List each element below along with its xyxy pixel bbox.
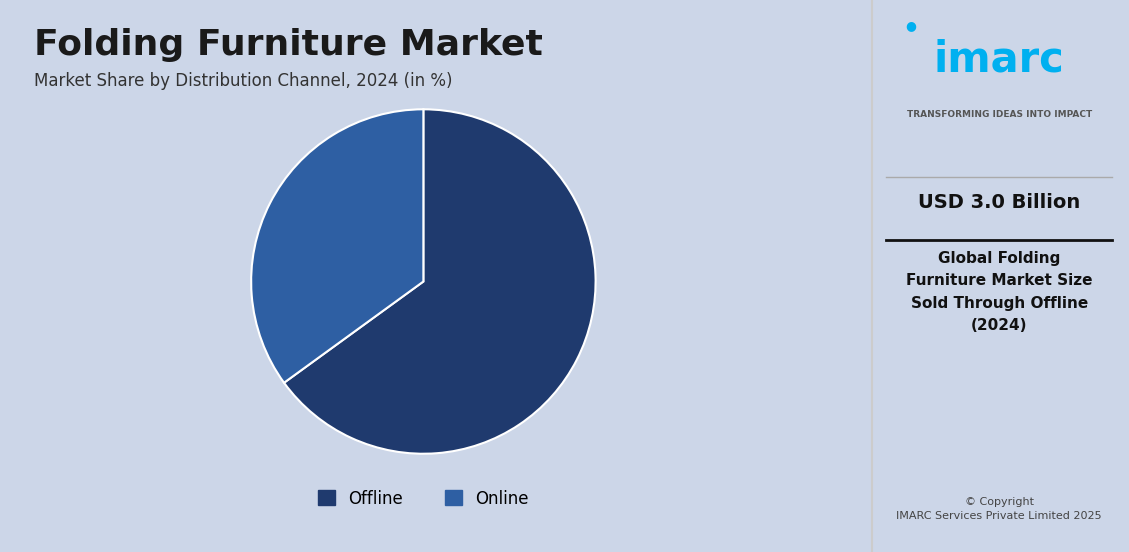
Text: imarc: imarc bbox=[934, 39, 1065, 81]
Wedge shape bbox=[285, 109, 596, 454]
Text: © Copyright
IMARC Services Private Limited 2025: © Copyright IMARC Services Private Limit… bbox=[896, 497, 1102, 521]
Text: Market Share by Distribution Channel, 2024 (in %): Market Share by Distribution Channel, 20… bbox=[34, 72, 453, 90]
Text: USD 3.0 Billion: USD 3.0 Billion bbox=[918, 193, 1080, 212]
Text: ●: ● bbox=[905, 19, 917, 33]
Wedge shape bbox=[251, 109, 423, 383]
Text: TRANSFORMING IDEAS INTO IMPACT: TRANSFORMING IDEAS INTO IMPACT bbox=[907, 110, 1092, 119]
Legend: Offline, Online: Offline, Online bbox=[312, 483, 535, 514]
Text: Global Folding
Furniture Market Size
Sold Through Offline
(2024): Global Folding Furniture Market Size Sol… bbox=[905, 251, 1093, 333]
Text: Folding Furniture Market: Folding Furniture Market bbox=[34, 28, 543, 62]
